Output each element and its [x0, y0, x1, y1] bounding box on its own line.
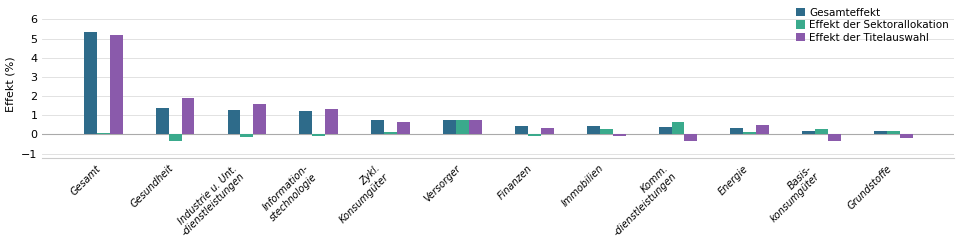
Bar — [372, 120, 384, 134]
Bar — [240, 134, 253, 137]
Bar — [659, 127, 672, 134]
Bar — [587, 126, 600, 134]
Bar — [900, 134, 913, 138]
Bar — [253, 104, 266, 134]
Bar — [384, 132, 397, 134]
Bar — [397, 122, 410, 134]
Bar — [803, 131, 815, 134]
Bar — [325, 109, 338, 134]
Bar — [515, 126, 528, 134]
Bar — [444, 120, 456, 134]
Bar — [600, 129, 612, 134]
Bar — [109, 35, 123, 134]
Bar — [828, 134, 841, 141]
Bar — [228, 111, 240, 134]
Bar — [887, 131, 900, 134]
Bar — [743, 132, 756, 134]
Bar — [684, 134, 697, 141]
Bar — [528, 134, 540, 136]
Bar — [456, 120, 468, 134]
Bar — [156, 108, 169, 134]
Bar — [312, 134, 325, 136]
Legend: Gesamteffekt, Effekt der Sektorallokation, Effekt der Titelauswahl: Gesamteffekt, Effekt der Sektorallokatio… — [796, 8, 949, 43]
Bar — [169, 134, 181, 141]
Bar — [84, 32, 97, 134]
Bar — [731, 128, 743, 134]
Bar — [756, 125, 769, 134]
Bar — [672, 122, 684, 134]
Bar — [181, 98, 195, 134]
Bar — [815, 129, 828, 134]
Bar — [300, 112, 312, 134]
Bar — [97, 133, 109, 134]
Bar — [612, 134, 626, 136]
Y-axis label: Effekt (%): Effekt (%) — [6, 56, 15, 112]
Bar — [540, 128, 554, 134]
Bar — [875, 131, 887, 134]
Bar — [468, 120, 482, 134]
